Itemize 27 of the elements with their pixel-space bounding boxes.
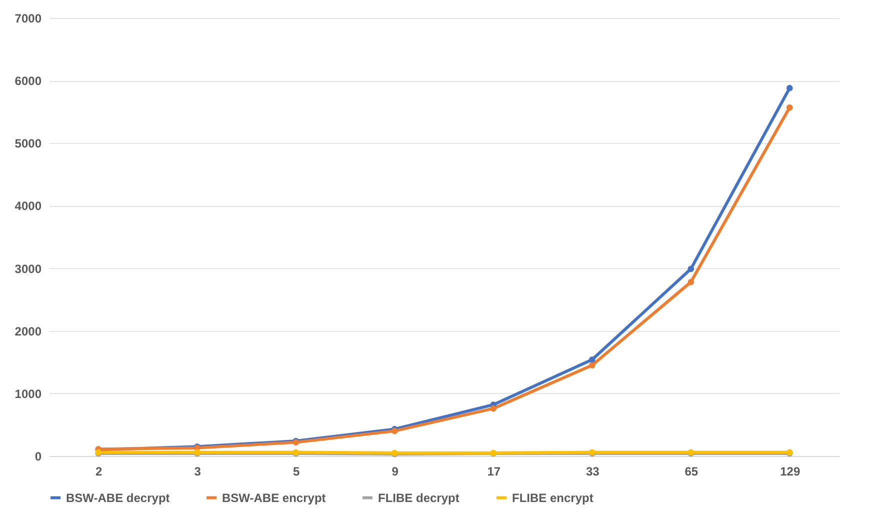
y-tick-label: 5000 [14,136,42,151]
x-tick-label: 3 [194,464,202,478]
point [688,266,694,272]
x-tick-label: 33 [586,464,600,478]
y-tick-label: 1000 [14,386,42,401]
x-tick-label: 129 [780,464,800,478]
y-tick-label: 3000 [14,262,42,276]
point [490,405,497,412]
point [786,104,793,111]
y-tick-label: 4000 [14,199,42,214]
y-tick-label: 7000 [14,12,42,26]
legend-label: FLIBE encrypt [512,490,594,505]
legend-label: BSW-ABE encrypt [222,490,326,505]
point [786,84,793,92]
legend-label: FLIBE decrypt [378,490,460,505]
x-tick-label: 65 [684,464,698,478]
x-tick-label: 17 [487,464,501,478]
x-tick-label: 2 [96,464,103,478]
x-tick-label: 9 [392,464,399,478]
y-tick-label: 6000 [14,74,42,88]
point [588,362,596,368]
y-tick-label: 2000 [14,324,42,338]
point [688,278,694,286]
y-tick-label: 0 [34,450,42,464]
legend-label: BSW-ABE decrypt [66,490,170,505]
point [588,356,596,363]
x-tick-label: 5 [293,464,300,478]
